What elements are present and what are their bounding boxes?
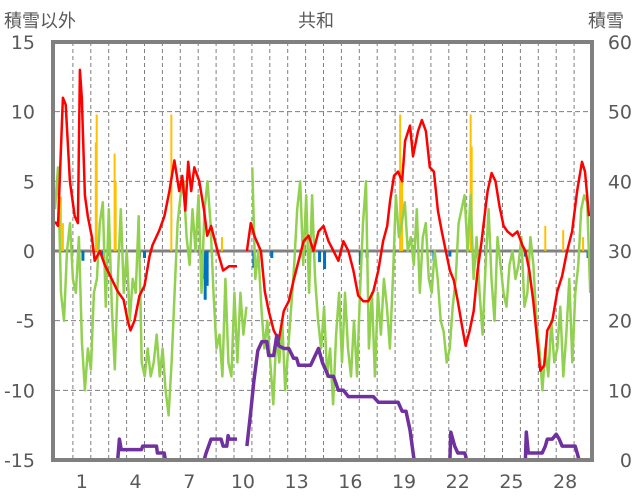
right-tick-label: 40 bbox=[608, 171, 632, 193]
x-tick-label: 28 bbox=[553, 471, 577, 493]
x-tick-label: 1 bbox=[76, 471, 88, 493]
x-tick-label: 7 bbox=[183, 471, 195, 493]
snow-depth-line bbox=[55, 333, 589, 462]
x-tick-label: 13 bbox=[285, 471, 309, 493]
x-tick-label: 10 bbox=[231, 471, 255, 493]
right-tick-label: 20 bbox=[608, 311, 632, 333]
left-tick-label: 15 bbox=[11, 32, 35, 54]
left-tick-label: -5 bbox=[16, 311, 35, 333]
right-tick-label: 0 bbox=[620, 450, 632, 472]
plot-frame bbox=[51, 40, 594, 462]
right-tick-label: 50 bbox=[608, 102, 632, 124]
right-tick-label: 30 bbox=[608, 241, 632, 263]
red-series-line bbox=[53, 68, 591, 373]
x-tick-label: 25 bbox=[499, 471, 523, 493]
left-tick-label: 0 bbox=[23, 241, 35, 263]
chart-title: 共和 bbox=[298, 11, 334, 32]
x-tick-label: 19 bbox=[392, 471, 416, 493]
left-tick-label: 5 bbox=[23, 171, 35, 193]
right-tick-label: 10 bbox=[608, 380, 632, 402]
x-tick-label: 22 bbox=[446, 471, 470, 493]
x-tick-label: 16 bbox=[338, 471, 362, 493]
chart-marks bbox=[53, 68, 592, 462]
green-series-line bbox=[53, 166, 592, 417]
left-axis-label: 積雪以外 bbox=[4, 11, 76, 32]
x-tick-label: 4 bbox=[130, 471, 142, 493]
left-tick-label: -10 bbox=[4, 380, 35, 402]
right-axis-label: 積雪 bbox=[588, 11, 624, 32]
right-tick-label: 60 bbox=[608, 32, 632, 54]
left-tick-label: 10 bbox=[11, 102, 35, 124]
left-tick-label: -15 bbox=[4, 450, 35, 472]
